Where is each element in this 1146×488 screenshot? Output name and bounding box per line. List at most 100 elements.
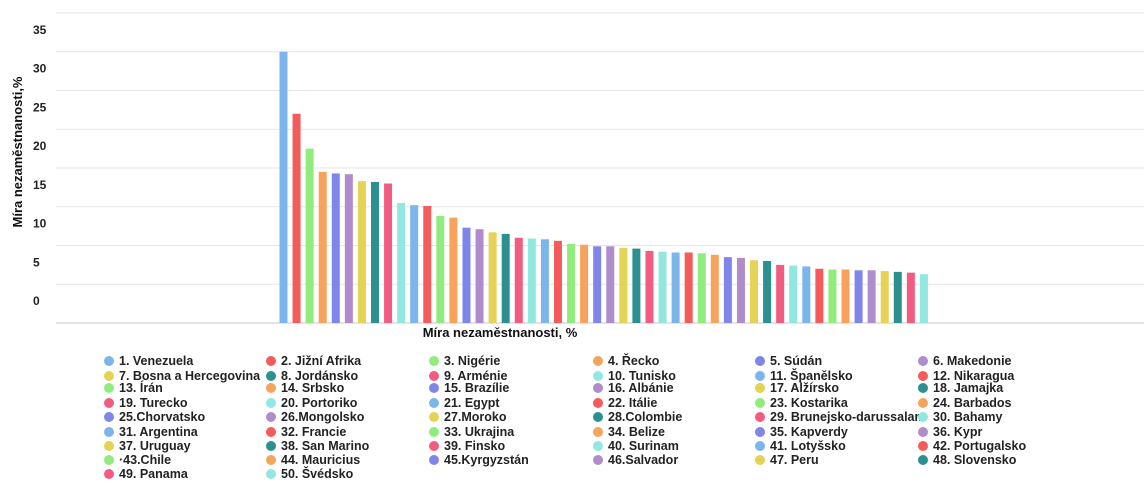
- legend-item[interactable]: 6. Makedonie: [918, 354, 1012, 368]
- bar[interactable]: 46.Salvador: [867, 270, 876, 323]
- legend-item[interactable]: 20. Portoriko: [266, 396, 357, 410]
- bar[interactable]: 38. San Marino: [763, 261, 772, 323]
- legend-item[interactable]: 35. Kapverdy: [755, 425, 848, 439]
- bar[interactable]: 30. Bahamy: [658, 251, 667, 323]
- legend-item[interactable]: 4. Řecko: [593, 354, 659, 368]
- legend-item[interactable]: 7. Bosna a Hercegovina: [104, 369, 260, 383]
- bar[interactable]: 20. Portoriko: [527, 238, 536, 323]
- legend-item[interactable]: 26.Mongolsko: [266, 410, 364, 424]
- bar[interactable]: 29. Brunejsko-darussalam: [645, 250, 654, 323]
- bar[interactable]: 16. Albánie: [475, 229, 484, 323]
- legend-item[interactable]: 25.Chorvatsko: [104, 410, 205, 424]
- bar[interactable]: 8. Jordánsko: [370, 181, 379, 323]
- legend-item[interactable]: 11. Španělsko: [755, 369, 853, 383]
- legend-item[interactable]: 31. Argentina: [104, 425, 198, 439]
- bar[interactable]: 2. Jižní Afrika: [292, 113, 301, 323]
- legend-item[interactable]: 45.Kyrgyzstán: [429, 453, 529, 467]
- bar[interactable]: 1. Venezuela: [279, 51, 288, 323]
- legend-item[interactable]: 18. Jamajka: [918, 381, 1003, 395]
- bar[interactable]: 37. Uruguay: [750, 260, 759, 323]
- bar[interactable]: 47. Peru: [880, 271, 889, 323]
- bar[interactable]: 14. Srbsko: [449, 217, 458, 323]
- bar[interactable]: 6. Makedonie: [344, 174, 353, 323]
- legend-item[interactable]: 36. Kypr: [918, 425, 982, 439]
- legend-item[interactable]: 9. Arménie: [429, 369, 507, 383]
- bar[interactable]: 22. Itálie: [553, 240, 562, 323]
- bar[interactable]: 36. Kypr: [736, 257, 745, 323]
- bar[interactable]: 33. Ukrajina: [697, 253, 706, 323]
- bar[interactable]: 50. Švédsko: [919, 274, 928, 323]
- legend-item[interactable]: 41. Lotyšsko: [755, 439, 846, 453]
- legend-item[interactable]: 21. Egypt: [429, 396, 500, 410]
- legend-item[interactable]: 17. Alžírsko: [755, 381, 839, 395]
- legend-item[interactable]: ·43.Chile: [104, 453, 171, 467]
- legend-item[interactable]: 47. Peru: [755, 453, 819, 467]
- legend-item[interactable]: 28.Colombie: [593, 410, 682, 424]
- bar[interactable]: 25.Chorvatsko: [593, 246, 602, 323]
- bar[interactable]: 28.Colombie: [632, 248, 641, 323]
- legend-item[interactable]: 40. Surinam: [593, 439, 679, 453]
- bar[interactable]: 4. Řecko: [318, 171, 327, 324]
- legend-item[interactable]: 10. Tunisko: [593, 369, 676, 383]
- legend-item[interactable]: 15. Brazílie: [429, 381, 509, 395]
- legend-item[interactable]: 1. Venezuela: [104, 354, 193, 368]
- bar[interactable]: 12. Nikaragua: [423, 205, 432, 323]
- bar[interactable]: 7. Bosna a Hercegovina: [357, 181, 366, 323]
- bar[interactable]: 23. Kostarika: [567, 243, 576, 323]
- bar[interactable]: 19. Turecko: [514, 237, 523, 323]
- legend-item[interactable]: 33. Ukrajina: [429, 425, 514, 439]
- legend-item[interactable]: 8. Jordánsko: [266, 369, 358, 383]
- bar[interactable]: 34. Belize: [710, 254, 719, 323]
- bar[interactable]: 40. Surinam: [789, 265, 798, 323]
- legend-item[interactable]: 32. Francie: [266, 425, 346, 439]
- bar[interactable]: 49. Panama: [906, 272, 915, 324]
- legend-item[interactable]: 30. Bahamy: [918, 410, 1002, 424]
- legend-item[interactable]: 2. Jižní Afrika: [266, 354, 361, 368]
- bar[interactable]: 35. Kapverdy: [723, 257, 732, 324]
- bar[interactable]: 17. Alžírsko: [488, 232, 497, 323]
- bar[interactable]: 18. Jamajka: [501, 233, 510, 324]
- bar[interactable]: 9. Arménie: [384, 183, 393, 324]
- bar[interactable]: 31. Argentina: [671, 252, 680, 323]
- bar[interactable]: 5. Súdán: [331, 173, 340, 323]
- bar[interactable]: 48. Slovensko: [893, 271, 902, 323]
- legend-item[interactable]: 38. San Marino: [266, 439, 369, 453]
- legend-item[interactable]: 12. Nikaragua: [918, 369, 1014, 383]
- bar[interactable]: 26.Mongolsko: [606, 246, 615, 323]
- legend-item[interactable]: 5. Súdán: [755, 354, 822, 368]
- bar[interactable]: 45.Kyrgyzstán: [854, 270, 863, 323]
- legend-item[interactable]: 46.Salvador: [593, 453, 678, 467]
- legend-item[interactable]: 14. Srbsko: [266, 381, 344, 395]
- legend-item[interactable]: 44. Mauricius: [266, 453, 360, 467]
- legend-item[interactable]: 34. Belize: [593, 425, 665, 439]
- legend-item[interactable]: 24. Barbados: [918, 396, 1012, 410]
- bar[interactable]: 42. Portugalsko: [815, 268, 824, 323]
- legend-item[interactable]: 39. Finsko: [429, 439, 505, 453]
- bar[interactable]: 39. Finsko: [776, 264, 785, 324]
- legend-item[interactable]: 48. Slovensko: [918, 453, 1016, 467]
- bar[interactable]: 21. Egypt: [540, 239, 549, 323]
- bar[interactable]: 44. Mauricius: [841, 269, 850, 323]
- legend-item[interactable]: 50. Švédsko: [266, 467, 353, 481]
- legend-item[interactable]: 16. Albánie: [593, 381, 674, 395]
- legend-item[interactable]: 13. Írán: [104, 381, 163, 395]
- bar[interactable]: 10. Tunisko: [397, 202, 406, 324]
- bar[interactable]: 32. Francie: [684, 252, 693, 323]
- legend-item[interactable]: 37. Uruguay: [104, 439, 191, 453]
- bar[interactable]: ·43.Chile: [828, 269, 837, 323]
- legend-item[interactable]: 49. Panama: [104, 467, 188, 481]
- bar[interactable]: 3. Nigérie: [305, 148, 314, 324]
- bar[interactable]: 13. Írán: [436, 216, 445, 323]
- legend-item[interactable]: 29. Brunejsko-darussalam: [755, 410, 926, 424]
- bar[interactable]: 15. Brazílie: [462, 227, 471, 323]
- legend-item[interactable]: 27.Moroko: [429, 410, 507, 424]
- bar[interactable]: 27.Moroko: [619, 247, 628, 323]
- legend-item[interactable]: 3. Nigérie: [429, 354, 500, 368]
- legend-item[interactable]: 19. Turecko: [104, 396, 188, 410]
- bar[interactable]: 41. Lotyšsko: [802, 266, 811, 323]
- legend-item[interactable]: 22. Itálie: [593, 396, 657, 410]
- bar[interactable]: 24. Barbados: [580, 244, 589, 323]
- bar[interactable]: 11. Španělsko: [410, 205, 419, 323]
- legend-item[interactable]: 42. Portugalsko: [918, 439, 1026, 453]
- legend-item[interactable]: 23. Kostarika: [755, 396, 848, 410]
